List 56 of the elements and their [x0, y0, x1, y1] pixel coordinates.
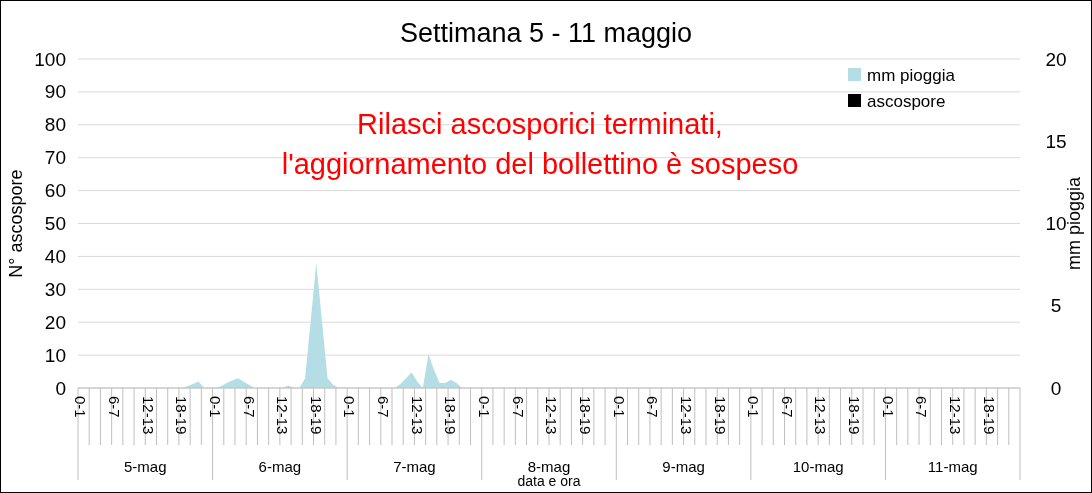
x-tick-label: 18-19	[576, 396, 594, 435]
text: 10-mag	[792, 458, 844, 475]
legend-label: mm pioggia	[867, 65, 956, 85]
x-tick-label: 18-19	[980, 396, 998, 435]
x-tick-label: 0-1	[879, 396, 897, 418]
y-tick-label: 100	[34, 48, 66, 70]
text: 8-mag	[527, 458, 571, 475]
y-tick-label: 60	[44, 180, 66, 202]
x-tick-label: 18-19	[307, 396, 325, 435]
x-tick-label: 6-7	[240, 396, 258, 418]
y-axis-title: N° ascospore	[6, 169, 26, 278]
x-tick-label: 18-19	[173, 396, 191, 435]
text: 6-mag	[258, 458, 302, 475]
y2-tick-label: 5	[1050, 295, 1062, 317]
x-tick-label: 6-7	[778, 396, 796, 418]
x-tick-label: 12-13	[812, 396, 830, 435]
x-tick-label: 12-13	[543, 396, 561, 435]
x-tick-label: 6-7	[913, 396, 931, 418]
x-tick-label: 6-7	[509, 396, 527, 418]
x-tick-label: 12-13	[408, 396, 426, 435]
y-tick-label: 80	[44, 114, 66, 136]
legend-label: ascospore	[867, 91, 946, 111]
x-tick-label: 6-7	[375, 396, 393, 418]
text: 7-mag	[393, 458, 436, 475]
x-tick-label: 0-1	[72, 396, 90, 418]
y-tick-label: 20	[44, 311, 66, 333]
y-tick-label: 10	[44, 344, 66, 366]
annotation: Rilasci ascosporici terminati, l'aggiornamento del bollettino è sospeso	[281, 108, 799, 180]
x-tick-label: 12-13	[274, 396, 292, 435]
x-tick-label: 0-1	[341, 396, 359, 418]
y2-tick-label: 10	[1045, 213, 1067, 234]
x-tick-label: 0-1	[476, 396, 494, 418]
x-tick-label: 0-1	[745, 396, 763, 418]
y-tick-label: 90	[44, 81, 66, 103]
y2-tick-label: 15	[1045, 130, 1067, 152]
x-tick-label: 18-19	[442, 396, 460, 435]
text: 5-mag	[124, 458, 167, 475]
x-tick-label: 12-13	[947, 396, 965, 435]
y-tick-label: 70	[44, 147, 66, 169]
x-tick-label: 6-7	[644, 396, 662, 418]
x-tick-label: 18-19	[711, 396, 729, 435]
x-tick-label: 18-19	[846, 396, 864, 435]
x-tick-label: 12-13	[677, 396, 695, 435]
y-tick-label: 50	[44, 213, 66, 234]
x-tick-label: 0-1	[206, 396, 224, 418]
y-tick-label: 0	[55, 377, 66, 399]
x-tick-label: 6-7	[105, 396, 123, 418]
text: 11-mag	[927, 458, 978, 475]
y-tick-label: 40	[44, 245, 66, 267]
y-tick-label: 30	[44, 278, 66, 300]
x-tick-label: 12-13	[139, 396, 157, 435]
y2-tick-label: 0	[1050, 377, 1062, 399]
chart-title: Settimana 5 - 11 maggio	[399, 18, 693, 48]
x-tick-label: 0-1	[610, 396, 628, 418]
text: 9-mag	[662, 458, 705, 475]
y2-tick-label: 20	[1045, 48, 1067, 70]
